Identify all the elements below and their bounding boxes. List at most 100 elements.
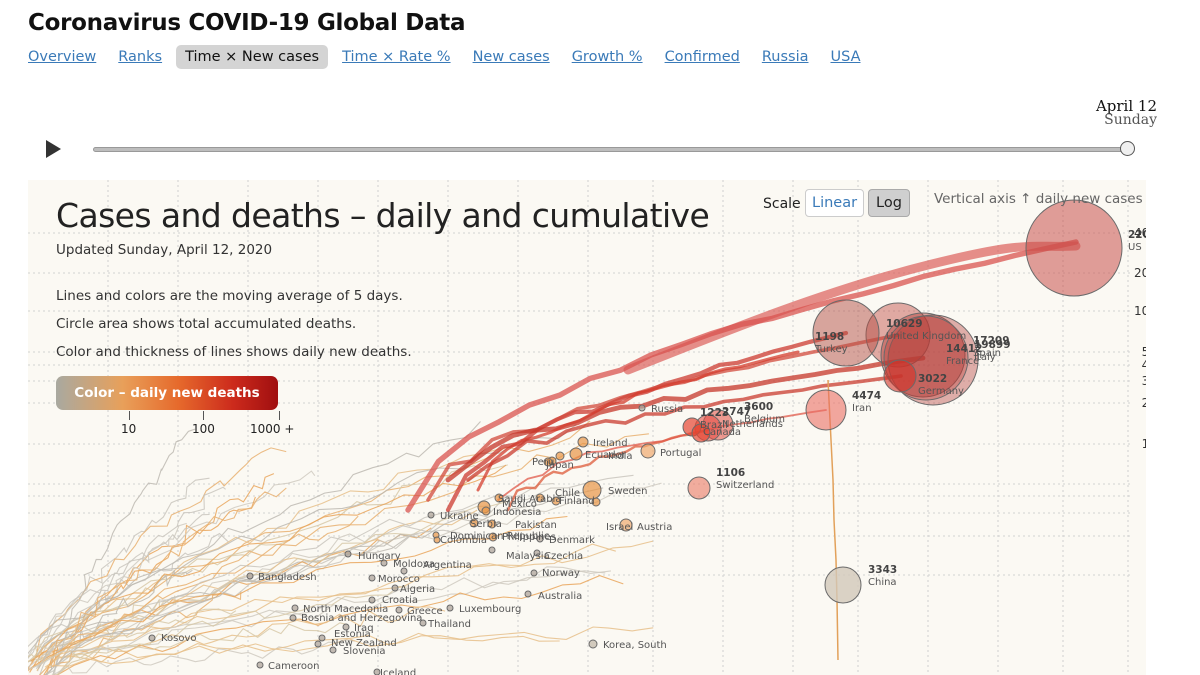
country-label: Chile xyxy=(555,488,580,499)
country-name: India xyxy=(608,451,633,462)
country-trajectory xyxy=(53,639,355,675)
country-name: Cameroon xyxy=(268,661,319,672)
country-circle xyxy=(427,511,435,519)
country-label: Saudi Arabia xyxy=(498,494,561,505)
nav-russia[interactable]: Russia xyxy=(761,49,809,65)
country-trajectory xyxy=(28,532,229,648)
country-label: 22020US xyxy=(1128,229,1146,253)
death-count: 17209 xyxy=(973,335,1010,347)
country-label: Croatia xyxy=(382,595,418,606)
country-circle xyxy=(481,506,491,516)
country-circle xyxy=(368,596,376,604)
country-circle xyxy=(391,584,399,592)
chart-title: Cases and deaths – daily and cumulative xyxy=(56,196,710,235)
y-tick-label: 2,000 xyxy=(1142,396,1146,410)
country-name: Moldova xyxy=(393,559,435,570)
country-trajectory xyxy=(28,447,287,671)
timeline-slider[interactable] xyxy=(93,147,1128,152)
nav-usa[interactable]: USA xyxy=(830,49,861,65)
y-tick-label: 40,000 xyxy=(1134,226,1146,240)
country-circle xyxy=(824,566,862,604)
timeline-slider-handle[interactable] xyxy=(1120,141,1135,156)
country-circle xyxy=(640,443,656,459)
country-trajectory xyxy=(28,543,616,672)
death-count: 3600 xyxy=(744,401,773,413)
country-circle xyxy=(289,614,297,622)
country-name: Germany xyxy=(918,386,964,397)
nav-time-rate[interactable]: Time × Rate % xyxy=(342,49,451,65)
country-name: Denmark xyxy=(549,535,595,546)
nav-time-new-cases[interactable]: Time × New cases xyxy=(176,45,329,69)
note-color-thickness: Color and thickness of lines shows daily… xyxy=(56,344,412,360)
nav-bar: Overview Ranks Time × New cases Time × R… xyxy=(28,43,883,71)
timeline-date: April 12 xyxy=(1095,97,1157,115)
country-name: Pakistan xyxy=(515,520,557,531)
country-label: Estonia xyxy=(334,629,371,640)
country-circle xyxy=(812,299,880,367)
country-label: Austria xyxy=(637,522,672,533)
country-name: Italy xyxy=(974,352,996,363)
country-name: Indonesia xyxy=(493,507,541,518)
nav-new-cases[interactable]: New cases xyxy=(472,49,550,65)
country-trajectory xyxy=(39,486,226,675)
death-count: 2747 xyxy=(722,406,751,418)
country-name: Russia xyxy=(651,404,683,415)
country-name: Peru xyxy=(532,457,554,468)
country-circle xyxy=(318,634,326,642)
country-label: New Zealand xyxy=(331,638,397,649)
country-trajectory xyxy=(43,496,256,675)
note-moving-average: Lines and colors are the moving average … xyxy=(56,288,403,304)
scale-log-button[interactable]: Log xyxy=(868,189,910,217)
country-label: Ukraine xyxy=(440,511,479,522)
country-name: China xyxy=(868,577,897,588)
country-circle xyxy=(536,535,544,543)
country-name: Canada xyxy=(703,427,741,438)
play-icon[interactable] xyxy=(46,140,61,158)
country-name: Serbia xyxy=(470,519,502,530)
nav-growth[interactable]: Growth % xyxy=(571,49,643,65)
country-label: Czechia xyxy=(544,551,583,562)
country-name: Malaysia xyxy=(506,551,550,562)
nav-overview[interactable]: Overview xyxy=(28,49,97,65)
country-circle xyxy=(433,536,441,544)
country-circle xyxy=(400,567,408,575)
nav-ranks[interactable]: Ranks xyxy=(118,49,163,65)
legend-tick-10: 10 xyxy=(121,422,137,436)
death-count: 22020 xyxy=(1128,229,1146,241)
nav-confirmed[interactable]: Confirmed xyxy=(664,49,740,65)
country-circle xyxy=(380,559,388,567)
country-label: Mexico xyxy=(502,499,537,510)
legend-tick-1000: 1000 + xyxy=(250,422,295,436)
death-count: 4474 xyxy=(852,390,881,402)
country-trajectory xyxy=(50,487,287,666)
country-circle xyxy=(446,604,454,612)
country-circle xyxy=(543,457,553,467)
scale-linear-button[interactable]: Linear xyxy=(805,189,865,217)
country-name: Algeria xyxy=(400,584,435,595)
country-name: Czechia xyxy=(544,551,583,562)
country-trajectory xyxy=(38,421,481,669)
country-name: Japan xyxy=(545,460,574,471)
country-label: Hungary xyxy=(358,551,401,562)
country-name: Argentina xyxy=(423,560,472,571)
country-label: Morocco xyxy=(378,574,420,585)
country-name: Greece xyxy=(407,606,443,617)
country-trajectory xyxy=(28,566,611,670)
country-name: Luxembourg xyxy=(459,604,521,615)
country-trajectory xyxy=(43,529,461,675)
y-tick-label: 4,000 xyxy=(1142,358,1146,372)
country-circle xyxy=(638,404,646,412)
country-name: US xyxy=(1128,242,1142,253)
country-trajectory xyxy=(52,473,275,668)
death-count: 19899 xyxy=(974,339,1011,351)
legend-tick-100: 100 xyxy=(192,422,215,436)
country-label: Canada xyxy=(703,427,741,438)
country-circle xyxy=(314,640,322,648)
country-circle xyxy=(588,639,598,649)
country-circle xyxy=(1025,199,1123,297)
